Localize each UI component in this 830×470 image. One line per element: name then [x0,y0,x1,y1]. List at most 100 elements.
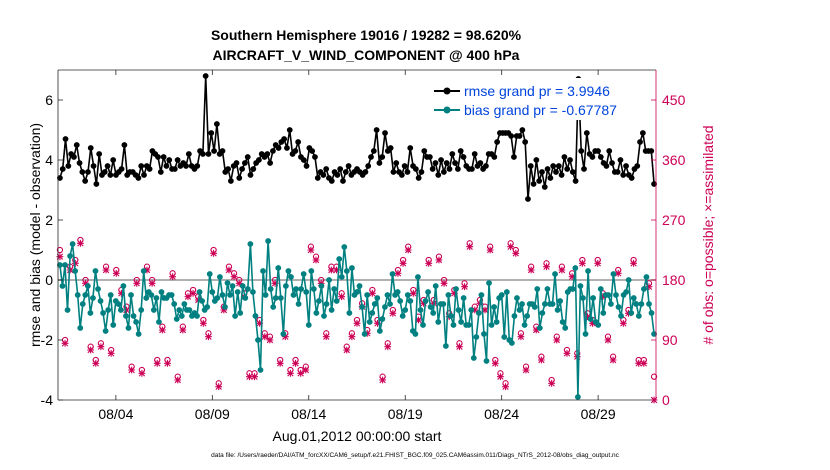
rmse-point [435,172,442,178]
y-tick-label: 0 [45,272,53,288]
bias-point [156,319,162,325]
assimilated-count-point [71,259,79,267]
assimilated-count-point [292,359,299,367]
assimilated-count-point [235,279,243,287]
rmse-point [118,166,125,172]
bias-point [321,313,327,319]
rmse-point [429,166,436,172]
bias-point [115,301,122,307]
rmse-point [567,157,573,163]
bias-point [260,268,266,274]
rmse-point [589,154,596,160]
x-tick-label: 08/14 [291,406,326,422]
bias-point [455,307,462,313]
rmse-point [250,166,257,172]
bias-point [389,271,396,277]
rmse-point [213,121,220,127]
rmse-point [452,160,458,166]
assimilated-count-point [389,309,397,317]
rmse-point [620,172,627,178]
bias-point [503,289,510,295]
bias-point [432,283,439,289]
rmse-point [522,139,529,145]
bias-point [384,292,391,298]
rmse-point [597,154,604,160]
bias-point [521,322,528,328]
bias-point [196,289,203,295]
assimilated-count-point [143,266,151,274]
bias-point [138,307,145,313]
assimilated-count-point [210,249,217,257]
assimilated-count-point [599,293,607,301]
bias-point [204,304,211,310]
bias-point [285,268,292,274]
bias-point [199,298,206,304]
assimilated-count-point [102,266,110,274]
bias-point [148,292,155,298]
rmse-point [578,148,585,154]
rmse-point [533,157,540,163]
bias-point [143,295,150,301]
bias-point [277,295,284,301]
assimilated-count-point [368,289,376,297]
rmse-point [368,154,374,160]
bias-point [376,328,383,334]
y2-tick-label: 270 [662,212,686,228]
bias-point [354,289,360,295]
rmse-point [267,160,274,166]
bias-point [336,256,343,262]
bias-point [272,295,279,301]
assimilated-count-point [77,239,84,247]
bias-point [430,310,437,316]
bias-point [100,310,106,316]
rmse-point [561,154,568,160]
rmse-point [634,163,641,169]
rmse-point [328,178,335,184]
bias-point [290,292,297,298]
rmse-point [82,178,89,184]
bias-point [168,292,175,298]
rmse-point [174,157,181,163]
bias-point [173,316,180,322]
bias-point [171,301,178,307]
rmse-point [340,178,346,184]
bias-point [186,307,193,313]
bias-point [448,313,454,319]
rmse-point [225,166,231,172]
legend-bias-marker [443,106,451,114]
assimilated-count-point [584,313,591,321]
rmse-point [553,169,559,175]
x-tick-label: 08/29 [581,406,616,422]
bias-point [239,283,246,289]
bias-point [150,307,157,313]
bias-point [394,289,401,295]
bias-point [407,298,414,304]
bias-point [488,322,495,328]
assimilated-count-point [82,279,89,287]
rmse-point [171,166,178,172]
rmse-point [572,178,579,184]
assimilated-count-point [384,343,392,351]
bias-point [305,322,312,328]
rmse-point [550,163,557,169]
bias-point [229,283,236,289]
assimilated-count-point [553,336,561,344]
legend-rmse-label: rmse grand pr = 3.9946 [464,83,610,99]
x-tick-label: 08/04 [98,406,133,422]
rmse-point [365,163,372,169]
bias-point [105,307,112,313]
rmse-point [323,166,330,172]
rmse-point [547,175,554,181]
assimilated-count-point [281,333,289,341]
assimilated-count-point [440,279,448,287]
rmse-point [345,163,352,169]
bias-point [498,292,505,298]
bias-point [534,286,541,292]
rmse-point [247,172,254,178]
bias-point [572,265,579,271]
bias-point [402,307,409,313]
bias-point [288,274,294,280]
bias-point [524,313,531,319]
rmse-point [256,157,262,163]
bias-point [331,286,338,292]
